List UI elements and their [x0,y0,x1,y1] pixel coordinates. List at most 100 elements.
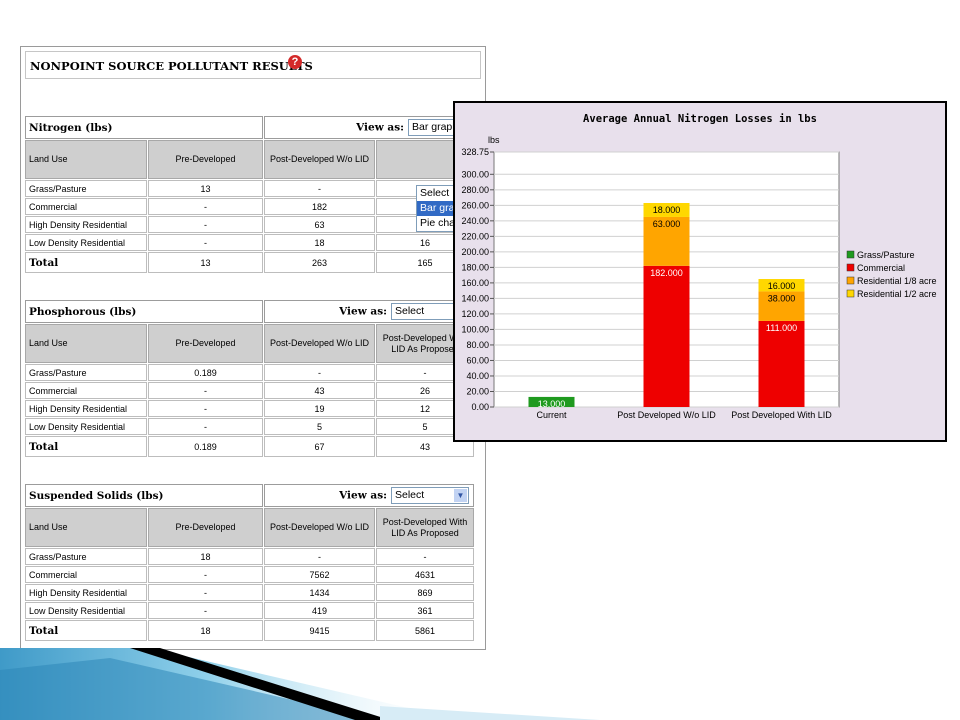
slide-banner-decoration [0,648,600,720]
land-use-cell: High Density Residential [25,216,147,233]
lid-cell: 361 [376,602,474,619]
table-row: Grass/Pasture 18 - - [25,548,474,565]
results-panel: NONPOINT SOURCE POLLUTANT RESULTS ? Nitr… [20,46,486,650]
pre-cell: 0.189 [148,364,263,381]
land-use-cell: Commercial [25,566,147,583]
section-title: Suspended Solids (lbs) [25,484,263,507]
land-use-cell: Low Density Residential [25,602,147,619]
view-as-label: View as: [339,489,387,502]
legend-entry: Residential 1/8 acre [857,276,937,286]
post-cell: 63 [264,216,375,233]
post-cell: 43 [264,382,375,399]
total-pre: 18 [148,620,263,641]
post-cell: - [264,180,375,197]
total-post: 263 [264,252,375,273]
view-as-select[interactable]: Select ▼ [391,487,469,504]
chevron-down-icon: ▼ [454,489,467,502]
y-tick-label: 0.00 [471,402,489,412]
x-tick-label: Post Developed W/o LID [617,410,716,420]
total-row: Total 0.189 67 43 [25,436,474,457]
nitrogen-table: Nitrogen (lbs) View as: Bar graph Land Us… [24,115,475,274]
y-tick-label: 160.00 [461,278,489,288]
col-header-post: Post-Developed W/o LID [264,324,375,363]
y-tick-label: 40.00 [466,371,489,381]
total-lid: 43 [376,436,474,457]
col-header-pre: Pre-Developed [148,324,263,363]
post-cell: 419 [264,602,375,619]
land-use-cell: Grass/Pasture [25,548,147,565]
post-cell: - [264,364,375,381]
bar-segment [643,203,690,217]
post-cell: 18 [264,234,375,251]
table-row: Grass/Pasture 13 - - [25,180,474,197]
section-title: Nitrogen (lbs) [25,116,263,139]
question-circle-icon[interactable]: ? [288,55,302,69]
total-label: Total [25,436,147,457]
y-tick-label: 140.00 [461,293,489,303]
pre-cell: - [148,400,263,417]
post-cell: 19 [264,400,375,417]
pre-cell: 13 [148,180,263,197]
data-label: 18.000 [653,205,681,215]
y-tick-label: 80.00 [466,340,489,350]
col-header-post: Post-Developed W/o LID [264,508,375,547]
col-header-land-use: Land Use [25,324,147,363]
col-header-pre: Pre-Developed [148,140,263,179]
total-label: Total [25,252,147,273]
view-as-value: Select [395,489,425,501]
land-use-cell: High Density Residential [25,400,147,417]
land-use-cell: Commercial [25,382,147,399]
post-cell: - [264,548,375,565]
legend-entry: Grass/Pasture [857,250,915,260]
bar-segment [643,216,690,266]
data-label: 63.000 [653,219,681,229]
y-axis-label: lbs [488,135,500,145]
legend-entry: Commercial [857,263,905,273]
land-use-cell: High Density Residential [25,584,147,601]
y-tick-label: 200.00 [461,247,489,257]
table-row: Low Density Residential - 5 5 [25,418,474,435]
view-as-value: Select [395,305,425,317]
total-pre: 0.189 [148,436,263,457]
dropdown-option-select[interactable]: Select [420,187,450,199]
data-label: 13.000 [538,399,566,409]
post-cell: 7562 [264,566,375,583]
total-label: Total [25,620,147,641]
col-header-land-use: Land Use [25,508,147,547]
view-as-value: Bar graph [412,121,459,133]
table-row: Commercial - 43 26 [25,382,474,399]
dropdown-option-pie-chart[interactable]: Pie chart [420,217,462,229]
col-header-pre: Pre-Developed [148,508,263,547]
lid-cell: 4631 [376,566,474,583]
pre-cell: - [148,602,263,619]
data-label: 38.000 [768,293,796,303]
legend-swatch [846,276,855,285]
table-row: Low Density Residential - 419 361 [25,602,474,619]
lid-cell: 869 [376,584,474,601]
pre-cell: - [148,566,263,583]
post-cell: 5 [264,418,375,435]
post-cell: 1434 [264,584,375,601]
post-cell: 182 [264,198,375,215]
nitrogen-bar-chart: Average Annual Nitrogen Losses in lbs lbs… [461,113,937,420]
col-header-lid: Post-Developed With LID As Proposed [376,508,474,547]
data-label: 16.000 [768,281,796,291]
table-row: Commercial - 182 111 [25,198,474,215]
total-row: Total 18 9415 5861 [25,620,474,641]
phosphorous-table: Phosphorous (lbs) View as:Select▼ Land U… [24,299,475,458]
view-as-cell: View as: Bar graph [264,116,474,139]
legend-swatch [846,250,855,259]
view-as-label: View as: [339,305,387,318]
legend-entry: Residential 1/2 acre [857,289,937,299]
legend-swatch [846,289,855,298]
y-tick-label: 280.00 [461,185,489,195]
bar-segment [758,320,805,407]
land-use-cell: Grass/Pasture [25,364,147,381]
view-as-label: View as: [356,121,404,134]
y-tick-label: 328.75 [461,147,489,157]
pre-cell: - [148,216,263,233]
pre-cell: - [148,584,263,601]
data-label: 182.000 [650,268,683,278]
table-row: Low Density Residential - 18 16 [25,234,474,251]
pre-cell: 18 [148,548,263,565]
